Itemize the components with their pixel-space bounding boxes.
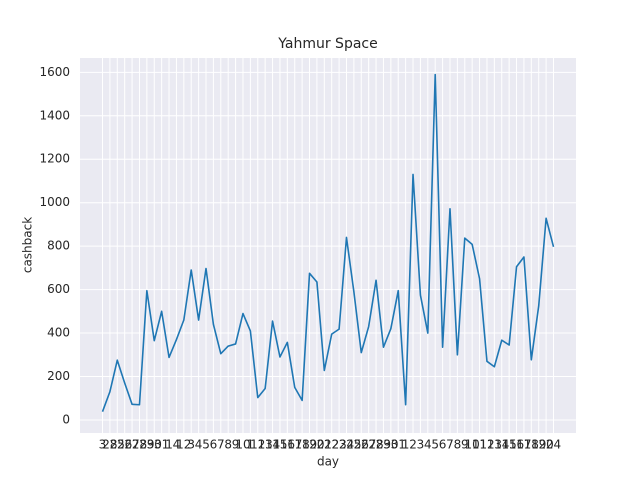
- x-tick-label: 13: [258, 438, 273, 452]
- x-tick-label: 14: [494, 438, 509, 452]
- x-tick-label: 20: [309, 438, 324, 452]
- plot-area: [80, 58, 576, 433]
- x-tick-label: 8: [224, 438, 232, 452]
- y-tick-label: 200: [47, 369, 70, 383]
- y-tick-label: 0: [62, 412, 70, 426]
- x-tick-label: 3: [99, 438, 107, 452]
- x-axis-label: day: [317, 455, 339, 469]
- x-tick-label: 7: [446, 438, 454, 452]
- x-tick-label: 29: [376, 438, 391, 452]
- x-tick-label: 24: [546, 438, 561, 452]
- x-tick-label: 12: [479, 438, 494, 452]
- x-tick-label: 9: [232, 438, 240, 452]
- x-tick-label: 25: [110, 438, 125, 452]
- x-tick-label: 29: [139, 438, 154, 452]
- y-tick-label: 1600: [39, 65, 70, 79]
- x-tick-label: 4: [173, 438, 181, 452]
- y-tick-label: 400: [47, 326, 70, 340]
- x-tick-label: 24: [339, 438, 354, 452]
- x-tick-label: 19: [302, 438, 317, 452]
- x-tick-label: 31: [154, 438, 169, 452]
- x-tick-label: 4: [424, 438, 432, 452]
- x-tick-label: 3: [187, 438, 195, 452]
- x-tick-label: 22: [324, 438, 339, 452]
- x-tick-label: 12: [250, 438, 265, 452]
- x-tick-label: 30: [147, 438, 162, 452]
- x-tick-label: 18: [294, 438, 309, 452]
- x-tick-label: 1: [402, 438, 410, 452]
- x-tick-label: 2: [409, 438, 417, 452]
- x-tick-label: 8: [454, 438, 462, 452]
- x-tick-label: 20: [538, 438, 553, 452]
- x-tick-label: 5: [202, 438, 210, 452]
- y-tick-label: 1400: [39, 108, 70, 122]
- x-tick-label: 15: [272, 438, 287, 452]
- x-tick-label: 1: [165, 438, 173, 452]
- x-tick-label: 13: [487, 438, 502, 452]
- x-tick-label: 12: [176, 438, 191, 452]
- x-tick-label: 17: [516, 438, 531, 452]
- x-tick-label: 16: [509, 438, 524, 452]
- x-tick-label: 9: [461, 438, 469, 452]
- x-tick-label: 28: [102, 438, 117, 452]
- y-tick-label: 1000: [39, 195, 70, 209]
- x-tick-label: 27: [361, 438, 376, 452]
- x-tick-label: 5: [431, 438, 439, 452]
- x-tick-label: 3: [417, 438, 425, 452]
- x-tick-label: 21: [317, 438, 332, 452]
- x-tick-label: 28: [368, 438, 383, 452]
- chart-title: Yahmur Space: [277, 36, 377, 52]
- x-tick-label: 6: [210, 438, 218, 452]
- x-tick-label: 15: [501, 438, 516, 452]
- y-tick-label: 1200: [39, 152, 70, 166]
- x-tick-label: 19: [531, 438, 546, 452]
- y-tick-label: 800: [47, 239, 70, 253]
- x-tick-label: 26: [354, 438, 369, 452]
- line: [101, 73, 555, 412]
- x-tick-label: 18: [524, 438, 539, 452]
- x-tick-label: 17: [287, 438, 302, 452]
- x-tick-label: 31: [391, 438, 406, 452]
- x-tick-label: 6: [439, 438, 447, 452]
- y-axis-label: cashback: [21, 217, 35, 273]
- x-tick-label: 1: [247, 438, 255, 452]
- x-tick-label: 11: [472, 438, 487, 452]
- x-tick-label: 7: [217, 438, 225, 452]
- x-tick-label: 27: [124, 438, 139, 452]
- x-tick-label: 30: [383, 438, 398, 452]
- x-tick-label: 14: [265, 438, 280, 452]
- x-tick-label: 26: [117, 438, 132, 452]
- x-tick-label: 10: [465, 438, 480, 452]
- x-tick-label: 10: [235, 438, 250, 452]
- x-tick-label: 4: [195, 438, 203, 452]
- x-tick-label: 28: [132, 438, 147, 452]
- x-tick-label: 23: [331, 438, 346, 452]
- y-tick-label: 600: [47, 282, 70, 296]
- x-tick-label: 25: [346, 438, 361, 452]
- x-tick-label: 16: [280, 438, 295, 452]
